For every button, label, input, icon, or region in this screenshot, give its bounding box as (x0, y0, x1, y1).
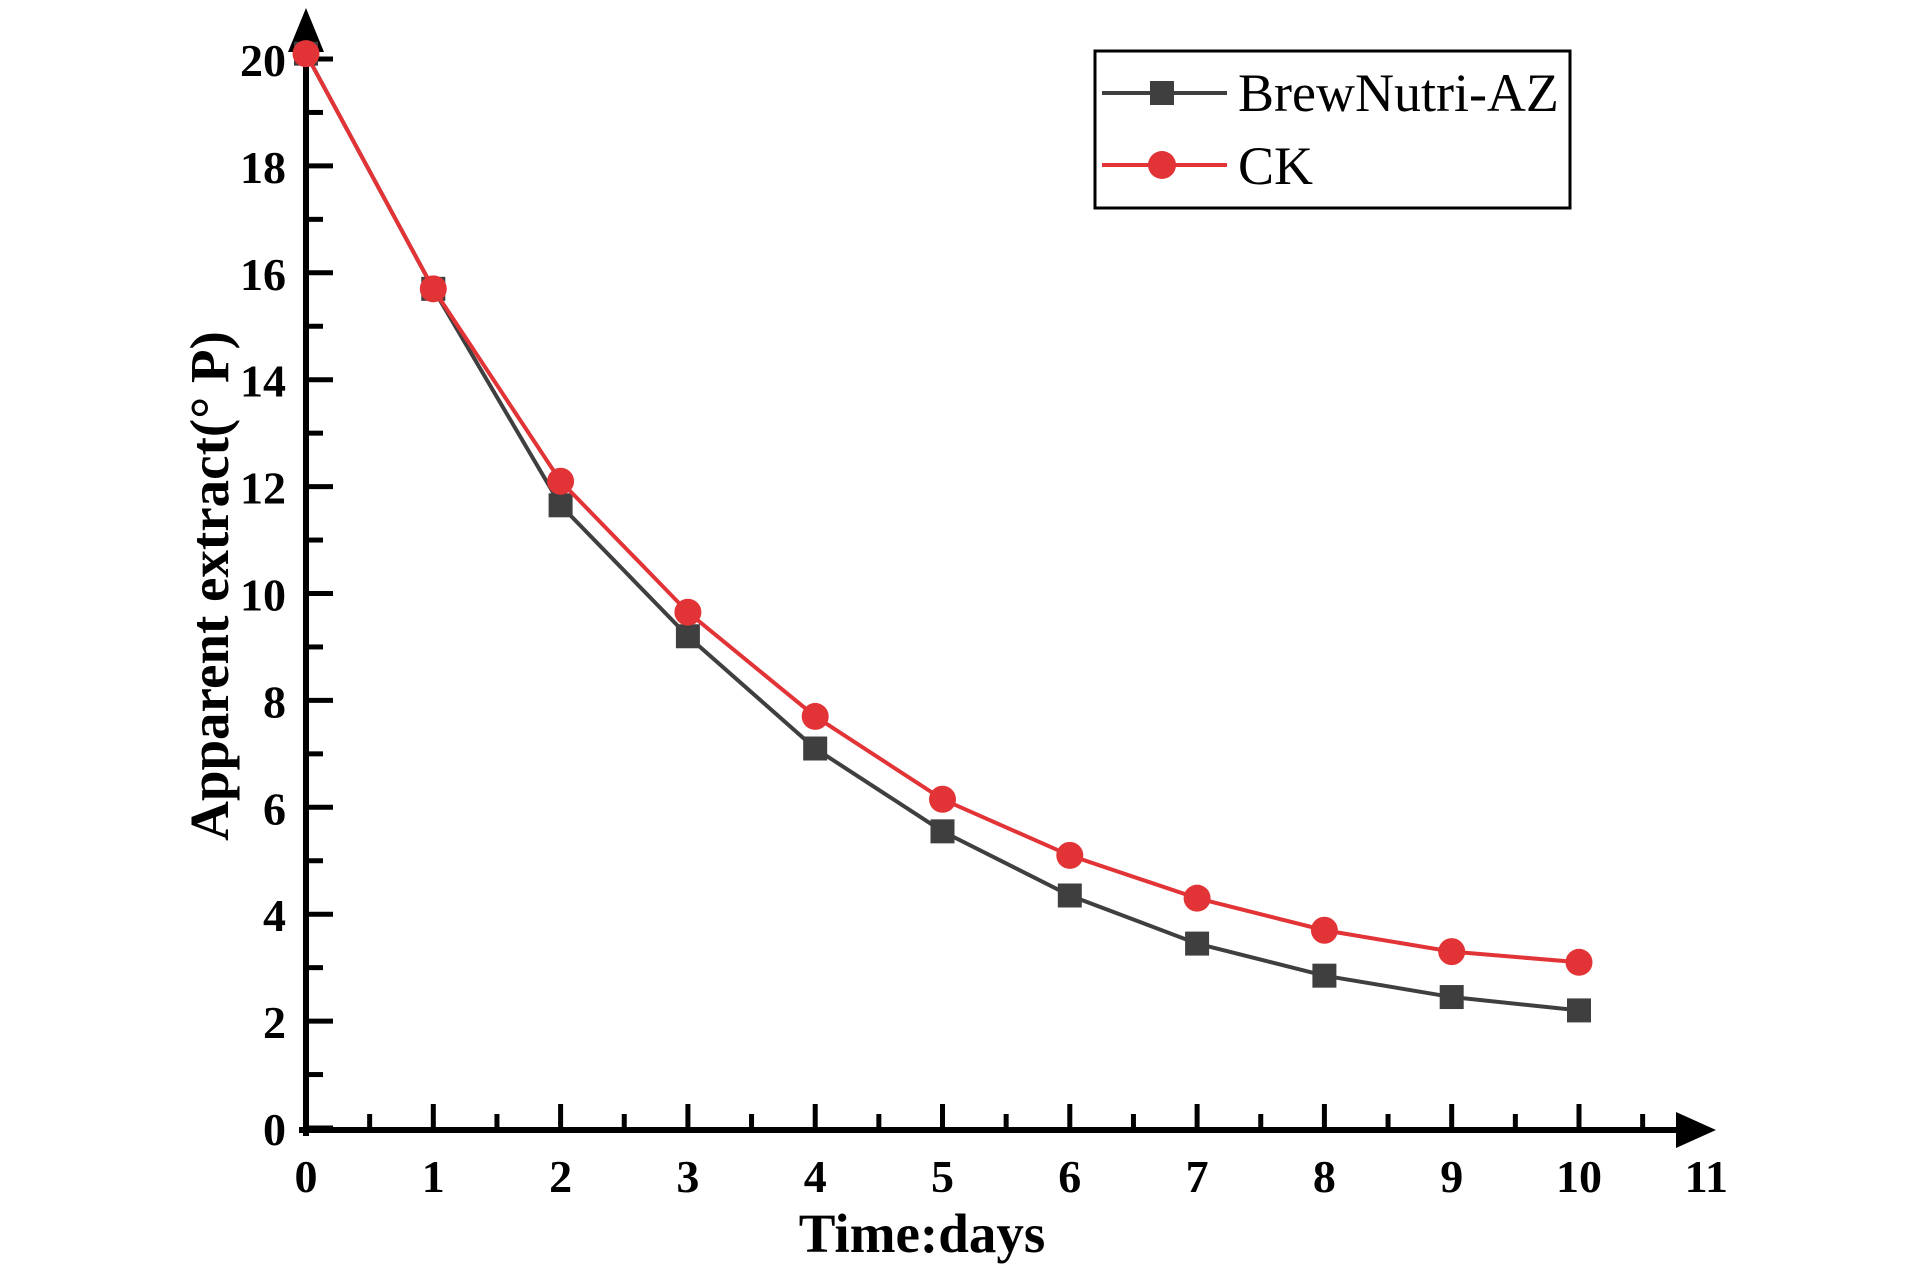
data-point-circle (292, 40, 320, 68)
x-tick-label-11: 11 (1685, 1151, 1728, 1202)
data-point-circle (1056, 841, 1084, 869)
y-tick-label-16: 16 (240, 249, 286, 300)
x-tick-label-7: 7 (1186, 1151, 1209, 1202)
y-tick-label-2: 2 (263, 997, 286, 1048)
data-point-circle (1438, 938, 1466, 966)
data-point-square (930, 819, 955, 844)
data-point-square (1057, 883, 1082, 908)
data-point-square (1185, 931, 1210, 956)
legend-item-ck: CK (1102, 136, 1313, 196)
x-tick-label-1: 1 (422, 1151, 445, 1202)
x-tick-label-5: 5 (931, 1151, 954, 1202)
data-point-circle (801, 702, 829, 730)
y-tick-label-18: 18 (240, 142, 286, 193)
series-group (292, 40, 1593, 1023)
data-point-square (1567, 998, 1591, 1023)
x-axis: 0 1 2 3 4 5 6 7 8 9 10 11 (295, 1104, 1728, 1202)
y-tick-label-0: 0 (263, 1104, 286, 1155)
legend: BrewNutri-AZ CK (1093, 49, 1572, 210)
data-point-circle (1565, 948, 1593, 976)
legend-label-ck: CK (1238, 136, 1313, 196)
x-tick-label-6: 6 (1058, 1151, 1081, 1202)
data-point-square (1439, 985, 1464, 1010)
y-tick-label-6: 6 (263, 783, 286, 834)
y-tick-label-8: 8 (263, 676, 286, 727)
legend-label-brewnutri: BrewNutri-AZ (1238, 63, 1559, 123)
legend-circle-marker-icon (1148, 151, 1176, 179)
data-point-circle (674, 598, 702, 626)
legend-item-brewnutri: BrewNutri-AZ (1102, 63, 1559, 123)
y-tick-label-4: 4 (263, 890, 286, 941)
legend-box (1093, 49, 1572, 210)
y-axis-title: Apparent extract(° P) (179, 331, 240, 841)
data-point-square (1312, 963, 1337, 988)
x-tick-label-4: 4 (804, 1151, 827, 1202)
data-point-square (548, 493, 573, 518)
data-point-circle (547, 467, 575, 495)
data-point-circle (929, 785, 956, 813)
x-tick-label-9: 9 (1440, 1151, 1463, 1202)
data-point-circle (419, 275, 447, 303)
y-axis-arrow-icon (288, 8, 324, 52)
y-tick-label-14: 14 (240, 356, 286, 407)
x-tick-label-10: 10 (1556, 1151, 1602, 1202)
x-tick-label-0: 0 (295, 1151, 318, 1202)
data-point-circle (1183, 884, 1211, 912)
data-point-square (803, 736, 828, 761)
data-point-circle (1310, 916, 1338, 944)
x-tick-label-3: 3 (676, 1151, 699, 1202)
legend-square-marker-icon (1150, 81, 1174, 105)
x-tick-label-8: 8 (1313, 1151, 1336, 1202)
series-CK (292, 40, 1593, 976)
x-axis-arrow-icon (1676, 1112, 1716, 1148)
y-tick-label-10: 10 (240, 570, 286, 621)
x-axis-title: Time:days (799, 1203, 1046, 1264)
data-point-square (675, 624, 700, 649)
y-tick-label-20: 20 (240, 35, 286, 86)
y-axis: 0 2 4 6 8 10 12 14 16 18 20 (240, 8, 333, 1155)
x-tick-label-2: 2 (549, 1151, 572, 1202)
y-tick-label-12: 12 (240, 463, 286, 514)
